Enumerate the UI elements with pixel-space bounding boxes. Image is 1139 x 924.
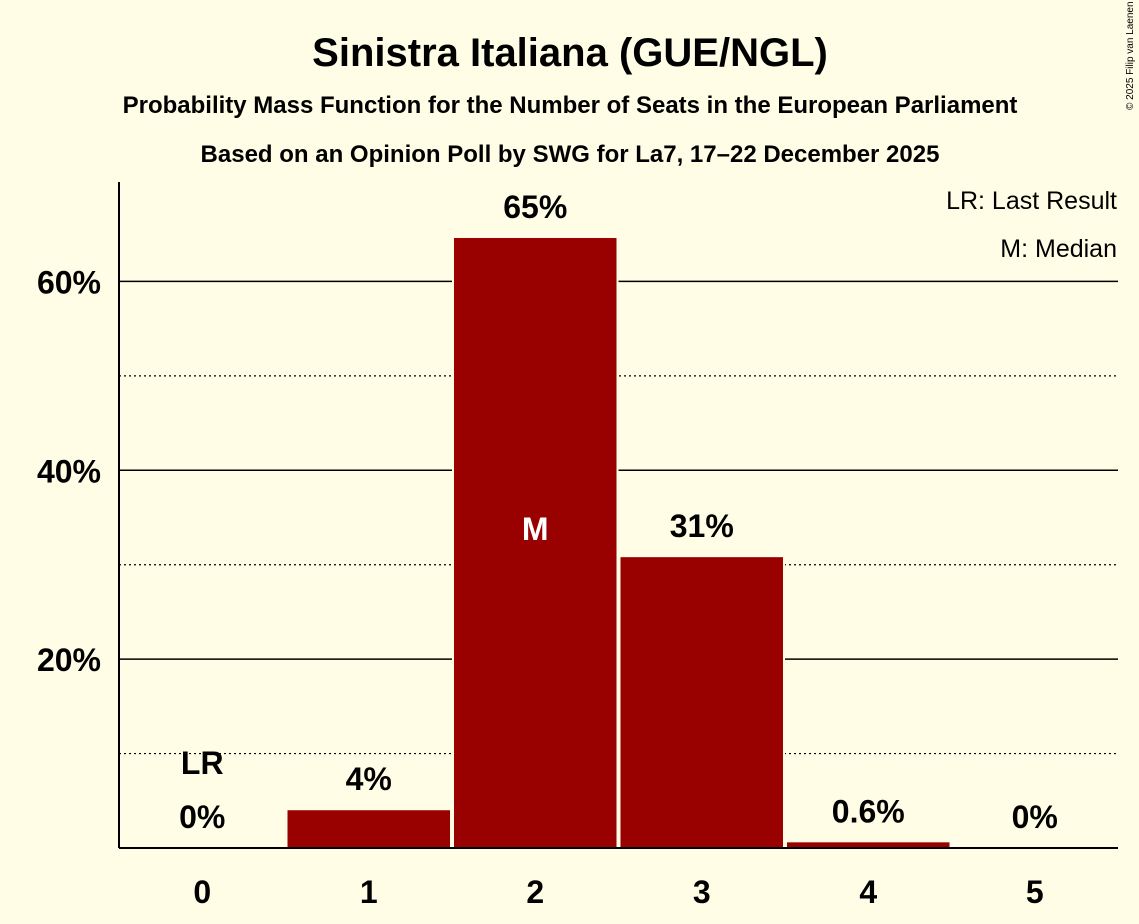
x-tick-label: 0 <box>193 874 211 910</box>
legend-median: M: Median <box>1000 235 1117 263</box>
value-label-seats-3: 31% <box>670 508 734 544</box>
bar-seats-4 <box>787 842 950 848</box>
y-tick-label: 40% <box>37 453 101 489</box>
bar-seats-1 <box>287 810 450 848</box>
value-label-seats-4: 0.6% <box>832 793 905 829</box>
last-result-marker: LR <box>181 745 224 781</box>
bar-seats-3 <box>620 557 783 848</box>
bar-seats-2 <box>454 237 617 848</box>
x-tick-label: 1 <box>360 874 378 910</box>
copyright-notice: © 2025 Filip van Laenen <box>1125 1 1136 110</box>
chart-subtitle-poll: Based on an Opinion Poll by SWG for La7,… <box>201 141 940 168</box>
value-label-seats-5: 0% <box>1012 799 1058 835</box>
value-labels: 0% LR 4% 65% M 31% 0.6% 0% <box>179 189 1058 835</box>
chart-subtitle: Probability Mass Function for the Number… <box>123 92 1018 119</box>
median-marker: M <box>522 511 549 547</box>
value-label-seats-2: 65% <box>503 189 567 225</box>
y-tick-label: 20% <box>37 642 101 678</box>
x-tick-label: 4 <box>859 874 877 910</box>
x-tick-label: 5 <box>1026 874 1044 910</box>
value-label-seats-1: 4% <box>346 761 392 797</box>
chart-title: Sinistra Italiana (GUE/NGL) <box>312 31 828 75</box>
x-tick-label: 2 <box>526 874 544 910</box>
y-tick-label: 60% <box>37 264 101 300</box>
value-label-seats-0: 0% <box>179 799 225 835</box>
x-tick-label: 3 <box>693 874 711 910</box>
legend-last-result: LR: Last Result <box>946 187 1117 215</box>
bars <box>285 235 952 848</box>
axes: 20% 40% 60% 0 1 2 3 4 5 <box>37 182 1118 910</box>
